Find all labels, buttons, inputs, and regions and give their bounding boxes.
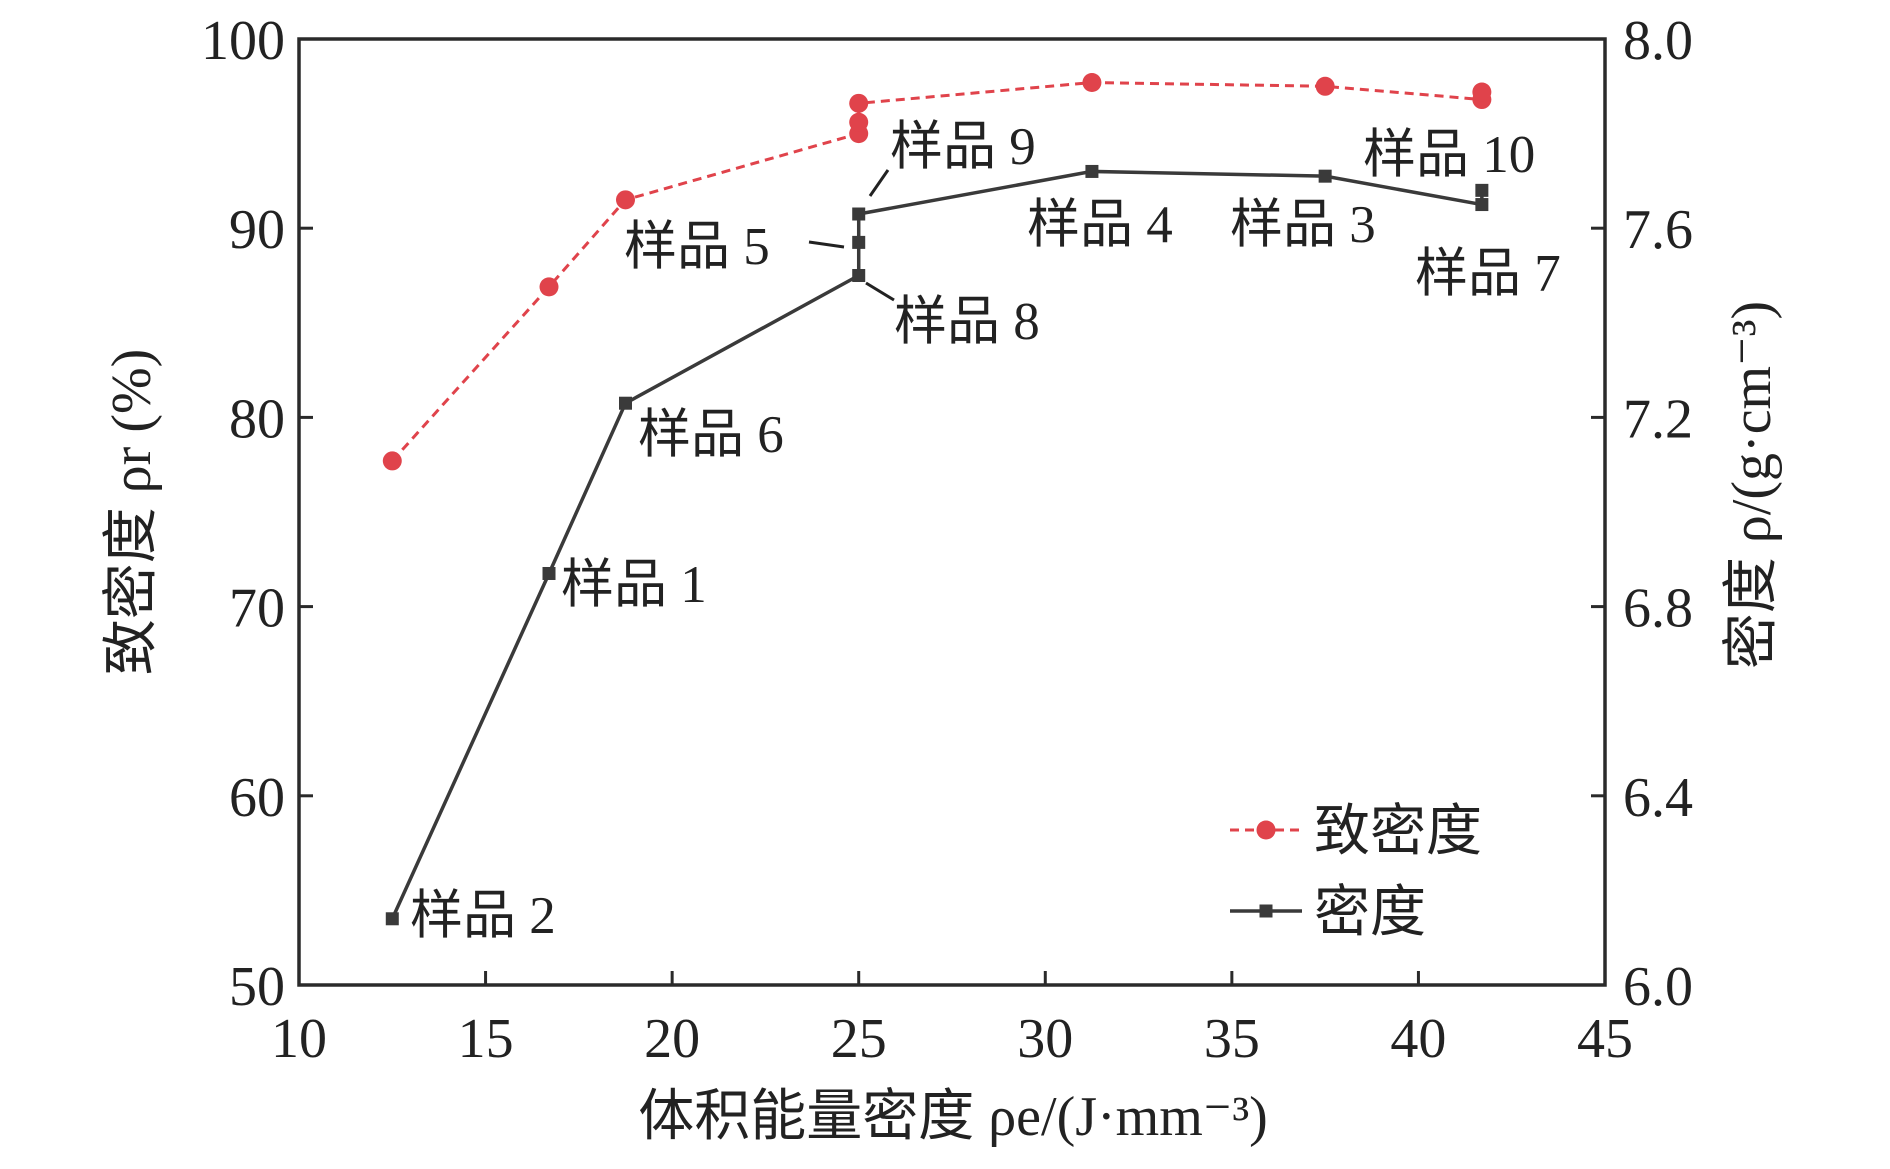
- y-right-tick-label: 7.2: [1623, 388, 1693, 450]
- sample-label: 样品 6: [638, 406, 784, 464]
- y-left-tick-label: 60: [229, 767, 285, 829]
- x-tick-label: 35: [1204, 1008, 1260, 1070]
- y-left-tick-label: 90: [229, 199, 285, 261]
- y-left-tick-label: 80: [229, 388, 285, 450]
- y-right-tick-label: 6.8: [1623, 578, 1693, 640]
- legend-relative-density-label: 致密度: [1314, 801, 1482, 863]
- y-right-tick-label: 8.0: [1623, 10, 1693, 72]
- sample-label: 样品 8: [894, 293, 1040, 351]
- sample-label: 样品 1: [561, 556, 707, 614]
- y-right-tick-label: 6.4: [1623, 767, 1693, 829]
- y-right-tick-label: 6.0: [1623, 956, 1693, 1018]
- y-left-tick-label: 100: [201, 10, 285, 72]
- y-axis-title-left: 致密度 ρr (%): [101, 349, 163, 676]
- sample-label: 样品 2: [410, 887, 556, 945]
- sample-label: 样品 7: [1415, 245, 1561, 303]
- relative-density-point: [1315, 76, 1335, 96]
- relative-density-point: [1082, 73, 1102, 93]
- legend-density-label: 密度: [1314, 882, 1426, 944]
- legend-density-marker: [1259, 904, 1273, 918]
- axes: 10 15 20 25 30 35 40 45 50 60 70 80 90 100 6.0 6.4 6.8 7.…: [201, 10, 1693, 1070]
- x-tick-label: 25: [831, 1008, 887, 1070]
- series: [382, 73, 1492, 926]
- sample-label: 样品 10: [1363, 126, 1535, 184]
- density-point: [1318, 169, 1332, 183]
- x-axis-title: 体积能量密度 ρe/(J·mm⁻³): [638, 1086, 1268, 1148]
- x-tick-label: 10: [271, 1008, 327, 1070]
- leader-line: [865, 281, 895, 302]
- legend-relative-density-marker: [1256, 820, 1276, 840]
- density-point: [619, 396, 632, 410]
- sample-label: 样品 5: [624, 218, 770, 276]
- leader-line: [808, 240, 845, 249]
- relative-density-point: [849, 112, 869, 132]
- relative-density-point: [1472, 82, 1492, 102]
- relative-density-point: [539, 277, 559, 297]
- y-right-tick-label: 7.6: [1623, 199, 1693, 261]
- density-point: [852, 235, 866, 249]
- density-point: [1085, 164, 1099, 178]
- leader-line: [868, 169, 890, 197]
- y-axis-title-right: 密度 ρ/(g·cm⁻³): [1721, 301, 1783, 669]
- x-tick-label: 40: [1390, 1008, 1446, 1070]
- annotations: 样品 2 样品 1 样品 6 样品 8 样品 5 样品 9 样品 4 样品 3 样品 7 样品 1…: [410, 118, 1561, 945]
- x-tick-label: 20: [644, 1008, 700, 1070]
- x-tick-label: 15: [458, 1008, 514, 1070]
- density-point: [542, 566, 556, 580]
- density-point: [1475, 198, 1489, 212]
- relative-density-point: [382, 451, 402, 471]
- density-point: [1475, 183, 1489, 197]
- density-point: [385, 912, 399, 926]
- y-left-tick-label: 50: [229, 956, 285, 1018]
- x-tick-label: 45: [1577, 1008, 1633, 1070]
- sample-label: 样品 9: [890, 118, 1036, 176]
- x-tick-label: 30: [1017, 1008, 1073, 1070]
- relative-density-point: [616, 190, 635, 210]
- y-left-tick-label: 70: [229, 578, 285, 640]
- sample-label: 样品 4: [1027, 196, 1173, 254]
- plot-frame: [297, 37, 1607, 987]
- relative-density-point: [849, 93, 869, 113]
- density-point: [852, 207, 866, 221]
- sample-label: 样品 3: [1230, 196, 1376, 254]
- density-point: [852, 269, 866, 282]
